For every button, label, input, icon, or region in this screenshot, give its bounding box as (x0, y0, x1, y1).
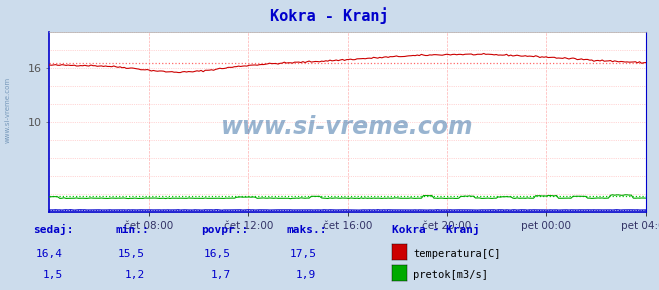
Text: maks.:: maks.: (287, 225, 327, 235)
Text: sedaj:: sedaj: (33, 224, 73, 235)
Text: min.:: min.: (115, 225, 149, 235)
Text: 17,5: 17,5 (289, 249, 316, 259)
Text: 1,9: 1,9 (296, 270, 316, 280)
Text: pretok[m3/s]: pretok[m3/s] (413, 270, 488, 280)
Text: povpr.:: povpr.: (201, 225, 248, 235)
Text: temperatura[C]: temperatura[C] (413, 249, 501, 259)
Text: 16,5: 16,5 (204, 249, 231, 259)
Text: 1,5: 1,5 (42, 270, 63, 280)
Text: 1,2: 1,2 (125, 270, 145, 280)
Text: www.si-vreme.com: www.si-vreme.com (221, 115, 474, 139)
Text: www.si-vreme.com: www.si-vreme.com (5, 77, 11, 143)
Text: Kokra - Kranj: Kokra - Kranj (270, 7, 389, 24)
Text: Kokra - Kranj: Kokra - Kranj (392, 224, 480, 235)
Text: 1,7: 1,7 (210, 270, 231, 280)
Text: 16,4: 16,4 (36, 249, 63, 259)
Text: 15,5: 15,5 (118, 249, 145, 259)
